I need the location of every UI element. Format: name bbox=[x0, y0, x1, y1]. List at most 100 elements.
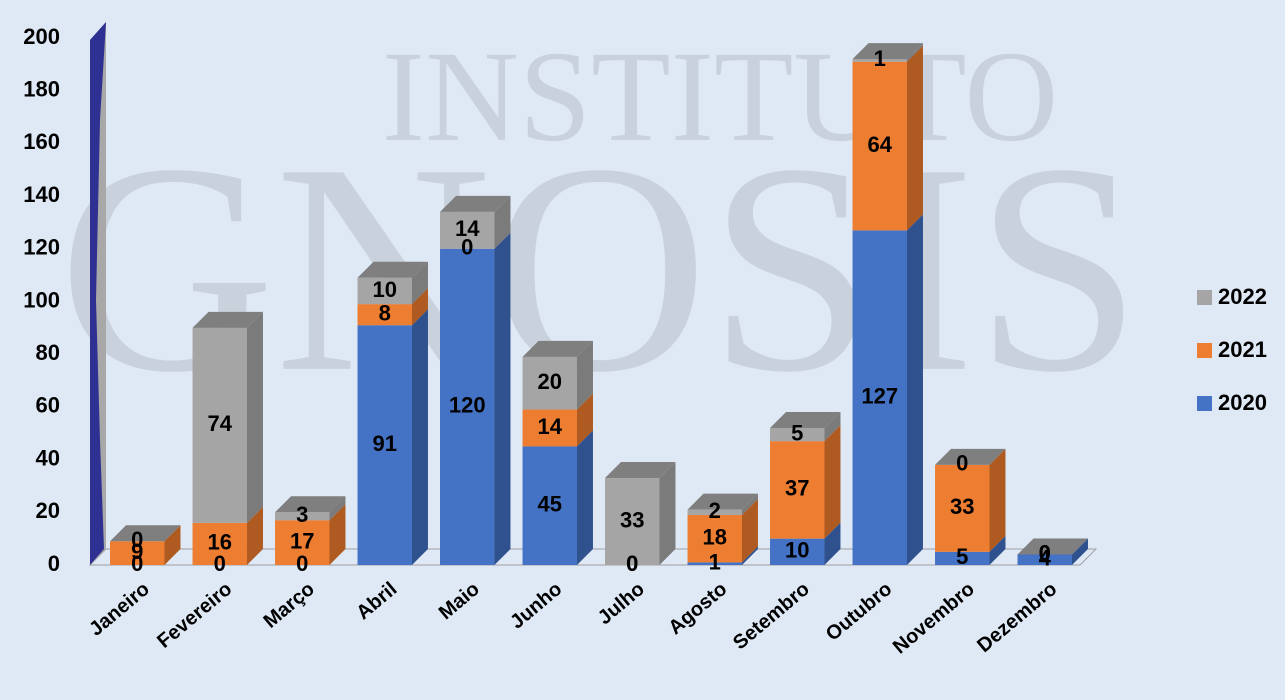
y-tick-label: 0 bbox=[48, 551, 60, 576]
data-label: 0 bbox=[296, 551, 308, 576]
x-tick-label: Novembro bbox=[889, 578, 979, 658]
bar-segment bbox=[687, 546, 758, 565]
data-label: 4 bbox=[1039, 546, 1052, 571]
bar-top bbox=[110, 525, 181, 542]
x-tick-label: Dezembro bbox=[973, 578, 1061, 657]
data-label: 0 bbox=[131, 551, 143, 576]
bar-segment bbox=[770, 425, 841, 539]
bar-segment bbox=[357, 261, 428, 305]
bar-top bbox=[935, 448, 1006, 465]
bar-side bbox=[494, 232, 511, 566]
data-label: 74 bbox=[208, 411, 233, 436]
bar-top bbox=[605, 462, 676, 479]
bar-front bbox=[357, 304, 412, 326]
data-label: 2 bbox=[709, 498, 721, 523]
bar-side bbox=[246, 311, 263, 523]
bar-side bbox=[246, 506, 263, 565]
bar-side bbox=[494, 195, 511, 249]
bar-side bbox=[741, 546, 758, 565]
bar-top bbox=[192, 311, 263, 328]
bar-segment bbox=[357, 288, 428, 326]
bar-side bbox=[824, 411, 841, 442]
bar-side bbox=[411, 309, 428, 565]
data-label: 37 bbox=[785, 476, 809, 501]
bar-front bbox=[935, 551, 990, 565]
x-tick-label: Janeiro bbox=[85, 578, 154, 641]
y-tick-label: 100 bbox=[23, 287, 60, 312]
x-tick-label: Março bbox=[260, 578, 319, 633]
data-label: 33 bbox=[620, 507, 644, 532]
bar-front bbox=[687, 509, 742, 515]
bar-side bbox=[329, 496, 346, 521]
y-tick-label: 140 bbox=[23, 182, 60, 207]
watermark: INSTITUTO bbox=[382, 25, 1058, 169]
y-tick-label: 20 bbox=[36, 498, 60, 523]
bar-front bbox=[522, 356, 577, 410]
bar-front bbox=[852, 59, 907, 62]
bar-front bbox=[275, 520, 330, 565]
data-label: 0 bbox=[461, 235, 473, 260]
bar-segment bbox=[852, 43, 923, 62]
x-tick-label: Maio bbox=[435, 578, 484, 624]
bar-side bbox=[906, 43, 923, 62]
data-label: 91 bbox=[373, 431, 397, 456]
data-label: 33 bbox=[950, 494, 974, 519]
bar-side bbox=[989, 535, 1006, 565]
bar-front bbox=[770, 538, 825, 565]
bar-segment bbox=[522, 340, 593, 410]
x-tick-label: Outubro bbox=[822, 578, 897, 646]
data-label: 120 bbox=[449, 393, 486, 418]
x-tick-label: Agosto bbox=[664, 578, 731, 639]
data-label: 8 bbox=[379, 300, 391, 325]
x-tick-label: Junho bbox=[506, 578, 566, 633]
bar-front bbox=[357, 325, 412, 565]
bar-side bbox=[824, 522, 841, 565]
data-label: 0 bbox=[131, 527, 143, 552]
x-tick-label: Julho bbox=[594, 578, 649, 629]
bar-front bbox=[192, 327, 247, 523]
y-tick-label: 60 bbox=[36, 393, 60, 418]
data-label: 5 bbox=[956, 544, 968, 569]
data-label: 17 bbox=[290, 528, 314, 553]
bar-segment bbox=[1017, 538, 1088, 565]
bar-segment bbox=[275, 504, 346, 565]
y-tick-label: 80 bbox=[36, 340, 60, 365]
bar-top bbox=[357, 261, 428, 278]
legend-label: 2020 bbox=[1218, 390, 1267, 415]
bar-top bbox=[852, 43, 923, 60]
bar-side bbox=[576, 430, 593, 565]
bar-side bbox=[329, 504, 346, 565]
bar-front bbox=[770, 441, 825, 539]
data-label: 1 bbox=[874, 46, 886, 71]
bar-top bbox=[275, 496, 346, 513]
bar-side bbox=[989, 448, 1006, 552]
bar-side bbox=[576, 340, 593, 410]
bar-top bbox=[522, 340, 593, 357]
bar-side bbox=[741, 493, 758, 515]
y-tick-label: 180 bbox=[23, 77, 60, 102]
data-label: 1 bbox=[709, 549, 721, 574]
data-label: 14 bbox=[455, 216, 480, 241]
bar-side bbox=[906, 45, 923, 231]
legend-swatch bbox=[1197, 290, 1212, 305]
bar-segment bbox=[440, 232, 511, 566]
data-label: 64 bbox=[868, 132, 893, 157]
bar-front bbox=[522, 409, 577, 447]
bar-side bbox=[164, 525, 181, 565]
data-label: 18 bbox=[703, 524, 727, 549]
bar-segment bbox=[192, 506, 263, 565]
bar-top bbox=[770, 411, 841, 428]
bar-segment bbox=[770, 522, 841, 565]
data-label: 0 bbox=[626, 551, 638, 576]
bar-front bbox=[605, 478, 660, 565]
bar-front bbox=[852, 230, 907, 566]
data-label: 10 bbox=[373, 277, 397, 302]
data-label: 127 bbox=[861, 383, 898, 408]
bar-front bbox=[440, 211, 495, 249]
bar-front bbox=[1017, 554, 1072, 565]
bar-segment bbox=[522, 430, 593, 565]
bar-segment bbox=[770, 411, 841, 442]
legend-label: 2022 bbox=[1218, 284, 1267, 309]
y-tick-label: 160 bbox=[23, 129, 60, 154]
bar-front bbox=[192, 522, 247, 565]
